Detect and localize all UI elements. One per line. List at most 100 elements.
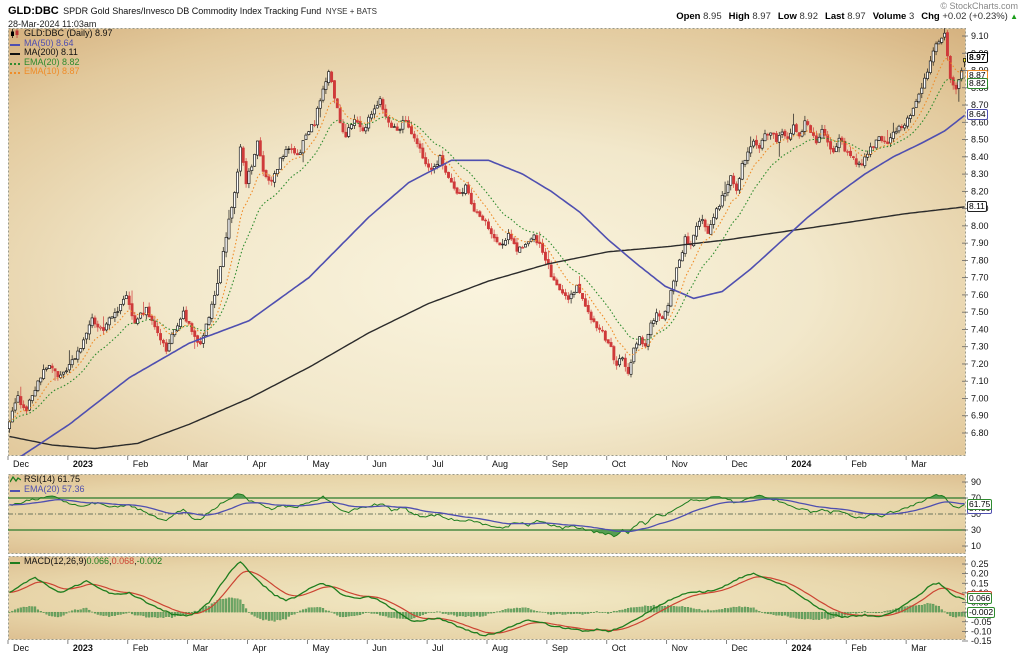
axis-value-box: -0.002	[967, 606, 996, 618]
svg-text:Aug: Aug	[492, 459, 508, 469]
svg-text:Mar: Mar	[193, 459, 209, 469]
svg-text:7.70: 7.70	[971, 273, 989, 283]
svg-text:8.30: 8.30	[971, 169, 989, 179]
svg-text:-0.05: -0.05	[971, 617, 992, 627]
legend-text: MA(200) 8.11	[24, 47, 78, 57]
quote-field-label: High	[728, 11, 750, 22]
svg-text:Mar: Mar	[911, 643, 927, 653]
change-direction-icon: ▲	[1007, 12, 1018, 21]
solid-line-icon	[10, 39, 22, 49]
svg-text:0.25: 0.25	[971, 559, 989, 569]
quote-field-label: Low	[777, 11, 797, 22]
svg-text:90: 90	[971, 477, 981, 487]
solid-line-icon	[10, 48, 22, 58]
axis-value-box: 0.066	[967, 593, 993, 605]
quote-field-value: 8.97	[844, 11, 866, 22]
main-chart-legend: GLD:DBC (Daily) 8.97 MA(50) 8.64 MA(200) 8…	[10, 28, 113, 77]
legend-row: GLD:DBC (Daily) 8.97	[10, 28, 113, 39]
solid-line-icon	[10, 485, 22, 495]
quote-field-value: 8.95	[700, 11, 722, 22]
axis-value-box: 8.97	[967, 52, 988, 64]
stockcharts-credit: © StockCharts.com	[940, 1, 1018, 11]
quote-field-label: Last	[825, 11, 845, 22]
quote-field-label: Open	[676, 11, 701, 22]
ticker-symbol: GLD:DBC	[8, 5, 59, 17]
svg-text:2023: 2023	[73, 459, 93, 469]
svg-text:7.60: 7.60	[971, 290, 989, 300]
svg-text:Mar: Mar	[193, 643, 209, 653]
axis-value-box: 8.82	[967, 78, 988, 90]
svg-text:Dec: Dec	[732, 643, 749, 653]
svg-text:Jul: Jul	[432, 643, 444, 653]
svg-text:Jun: Jun	[372, 643, 387, 653]
chart-header: GLD:DBC SPDR Gold Shares/Invesco DB Comm…	[8, 1, 377, 29]
axis-value-box: 8.11	[967, 200, 987, 212]
legend-row: MA(200) 8.11	[10, 47, 113, 58]
rsi-panel-legend: RSI(14) 61.75 EMA(20) 57.36	[10, 474, 85, 495]
svg-text:2023: 2023	[73, 643, 93, 653]
svg-text:Feb: Feb	[851, 459, 867, 469]
svg-text:Sep: Sep	[552, 643, 568, 653]
legend-text: RSI(14) 61.75	[24, 474, 81, 484]
quote-field-label: Volume	[872, 11, 907, 22]
legend-text: ,	[109, 556, 112, 566]
legend-row: MACD(12,26,9) 0.066, 0.068, -0.002	[10, 556, 163, 567]
quote-field-value: 3	[906, 11, 915, 22]
svg-text:Dec: Dec	[13, 459, 30, 469]
svg-text:7.20: 7.20	[971, 359, 989, 369]
svg-text:8.60: 8.60	[971, 117, 989, 127]
dotted-line-icon	[10, 67, 22, 77]
svg-text:7.40: 7.40	[971, 324, 989, 334]
axis-value-box: 8.64	[967, 109, 988, 121]
svg-text:Nov: Nov	[672, 459, 689, 469]
svg-text:10: 10	[971, 541, 981, 551]
svg-text:70: 70	[971, 493, 981, 503]
svg-text:8.00: 8.00	[971, 221, 989, 231]
svg-text:Feb: Feb	[133, 643, 149, 653]
svg-text:6.90: 6.90	[971, 411, 989, 421]
legend-text: EMA(20) 8.82	[24, 56, 80, 67]
svg-text:Sep: Sep	[552, 459, 568, 469]
svg-text:Dec: Dec	[732, 459, 749, 469]
svg-text:Aug: Aug	[492, 643, 508, 653]
quote-summary: Open 8.95 High 8.97 Low 8.92 Last 8.97 Volum…	[676, 11, 1018, 22]
quote-field-value: +0.02 (+0.23%)	[939, 11, 1008, 22]
legend-text: ,	[134, 556, 137, 566]
dotted-line-icon	[10, 58, 22, 68]
svg-text:0.15: 0.15	[971, 578, 989, 588]
svg-text:30: 30	[971, 525, 981, 535]
svg-text:Apr: Apr	[253, 459, 267, 469]
legend-text: -0.002	[136, 556, 163, 566]
svg-text:Feb: Feb	[851, 643, 867, 653]
quote-field-label: Chg	[921, 11, 940, 22]
svg-text:7.10: 7.10	[971, 376, 989, 386]
title-line: GLD:DBC SPDR Gold Shares/Invesco DB Comm…	[8, 1, 377, 19]
legend-text: MACD(12,26,9)	[24, 556, 87, 566]
quote-field-value: 8.97	[749, 11, 771, 22]
svg-text:May: May	[312, 459, 330, 469]
svg-text:8.20: 8.20	[971, 186, 989, 196]
svg-text:8.40: 8.40	[971, 152, 989, 162]
chart-header-right: © StockCharts.com Open 8.95 High 8.97 Low …	[676, 1, 1018, 22]
svg-text:Nov: Nov	[672, 643, 689, 653]
svg-text:0.20: 0.20	[971, 569, 989, 579]
legend-row: EMA(20) 8.82	[10, 56, 113, 68]
svg-text:7.00: 7.00	[971, 393, 989, 403]
exchange-label: NYSE + BATS	[325, 7, 377, 16]
svg-text:Oct: Oct	[612, 459, 627, 469]
legend-row: RSI(14) 61.75	[10, 474, 85, 485]
solid-line-icon	[10, 557, 22, 567]
svg-text:Apr: Apr	[253, 643, 267, 653]
macd-panel-legend: MACD(12,26,9) 0.066, 0.068, -0.002	[10, 556, 163, 567]
svg-text:7.90: 7.90	[971, 238, 989, 248]
legend-row: EMA(20) 57.36	[10, 484, 85, 495]
quote-field-value: 8.92	[796, 11, 819, 22]
legend-text: 0.068	[111, 556, 135, 566]
svg-text:8.70: 8.70	[971, 100, 989, 110]
svg-text:May: May	[312, 643, 330, 653]
axis-value-box: 61.75	[967, 498, 993, 510]
svg-text:7.30: 7.30	[971, 342, 989, 352]
svg-text:-0.15: -0.15	[971, 636, 992, 646]
